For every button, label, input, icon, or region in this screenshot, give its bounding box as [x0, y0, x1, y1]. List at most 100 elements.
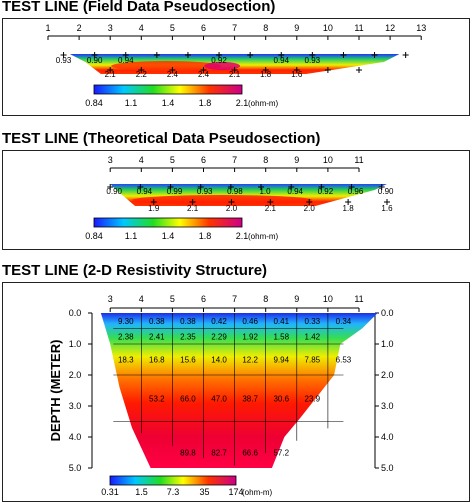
panel3-cell-value: 0.34 [336, 317, 352, 326]
panel2-value: 2.0 [226, 204, 238, 213]
panel1-value: 2.4 [198, 70, 210, 79]
panel1-value: 0.90 [87, 56, 103, 65]
panel3-cell-value: 18.3 [118, 356, 134, 365]
panel1-value: 0.93 [305, 56, 321, 65]
panel2-chart: 3 4 5 6 7 8 9 10 11 0.90 0.94 0.99 0.93 0.98 1.0 0.94 0.… [85, 155, 394, 241]
panel3-cell-value: 0.42 [211, 317, 227, 326]
panel1-value: 2.2 [136, 70, 148, 79]
panel3-cell-value: 0.41 [273, 317, 289, 326]
panel2-x-tick-label: 4 [139, 155, 144, 165]
panel3-cell-value: 14.0 [211, 356, 227, 365]
panel2-x-tick-label: 5 [170, 155, 175, 165]
panel3-y-tick-label-right: 2.0 [381, 370, 394, 380]
panel3-x-tick-label: 6 [201, 294, 206, 304]
panel3-x-tick-label: 8 [263, 294, 268, 304]
panel3-cell-value: 89.8 [180, 449, 196, 458]
panel3-y-tick-label: 2.0 [69, 370, 82, 380]
panel3-cell-value: 16.8 [149, 356, 165, 365]
panel1-value: 0.93 [56, 56, 72, 65]
panel2-value: 2.1 [265, 204, 277, 213]
panel3-cell-value: 82.7 [211, 449, 227, 458]
panel3-y-tick-label-right: 3.0 [381, 401, 394, 411]
panel3-cell-value: 9.94 [273, 356, 289, 365]
panel3-cell-value: 2.29 [211, 332, 227, 341]
panel1-colorbar-tick: 2.1 [236, 98, 249, 108]
panel1-x-tick-label: 11 [354, 23, 363, 33]
panel3-colorbar-tick: 1.5 [135, 487, 148, 497]
panel3-x-tick-label: 7 [232, 294, 237, 304]
panel2-value: 1.9 [148, 204, 160, 213]
panel1-high-zone [111, 61, 222, 71]
panel3-x-tick-label: 4 [139, 294, 144, 304]
panel1-x-tick-label: 2 [77, 23, 82, 33]
panel2-value: 0.98 [227, 187, 243, 196]
panel3-cell-value: 1.58 [273, 332, 289, 341]
panel1-colorbar [93, 84, 243, 95]
panel1-x-tick-label: 6 [201, 23, 206, 33]
panel1-colorbar-tick: 1.4 [162, 98, 175, 108]
panel2-value: 1.0 [259, 187, 271, 196]
panel2-value: 0.93 [197, 187, 213, 196]
panel3-x-tick-label: 3 [108, 294, 113, 304]
panel3-cell-value: 47.0 [211, 394, 227, 403]
panel3-cell-value: 2.38 [118, 332, 134, 341]
panel1-x-tick-label: 3 [108, 23, 113, 33]
panel3-cell-value: 9.30 [118, 317, 134, 326]
panel1-title: TEST LINE (Field Data Pseudosection) [2, 0, 276, 15]
panel2-colorbar-tick: 1.4 [162, 231, 175, 241]
panel3-colorbar [109, 475, 237, 486]
panel3-x-tick-label: 9 [294, 294, 299, 304]
panel3-y-tick-label: 5.0 [69, 463, 82, 473]
panel3-cell-value: 0.38 [180, 317, 196, 326]
panel2-value: 0.99 [167, 187, 183, 196]
panel1-x-tick-label: 7 [232, 23, 237, 33]
panel1-value: 0.94 [273, 56, 289, 65]
panel3-y-tick-label-right: 5.0 [381, 463, 394, 473]
panel2-value: 1.8 [343, 204, 355, 213]
panel1-value: 1.8 [260, 70, 272, 79]
panel3-colorbar-tick: 35 [199, 487, 209, 497]
panel3-cell-value: 15.6 [180, 356, 196, 365]
panel3-cell-value: 1.92 [242, 332, 258, 341]
panel3-colorbar-tick: 0.31 [101, 487, 119, 497]
panel2-colorbar-tick: 1.1 [125, 231, 138, 241]
panel3-cell-value: 66.0 [180, 394, 196, 403]
panel3-x-tick-label: 5 [170, 294, 175, 304]
panel3-y-tick-label-right: 4.0 [381, 432, 394, 442]
panel1-x-tick-label: 8 [263, 23, 268, 33]
panel2-title: TEST LINE (Theoretical Data Pseudosectio… [2, 130, 321, 147]
panel2-x-tick-label: 10 [323, 155, 333, 165]
panel1-value: 1.6 [291, 70, 303, 79]
panel2-high-zone [132, 195, 313, 205]
panel2-colorbar-tick: 2.1 [236, 231, 249, 241]
panel1-value: 0.92 [211, 56, 227, 65]
panel1-value: 2.1 [229, 70, 241, 79]
panel2-value: 2.0 [304, 204, 316, 213]
panel2-x-tick-label: 6 [201, 155, 206, 165]
panel3-y-tick-label: 0.0 [69, 308, 82, 318]
panel1-x-tick-label: 12 [385, 23, 395, 33]
panel2-x-tick-label: 11 [354, 155, 363, 165]
panel3-cell-value: 53.2 [149, 394, 165, 403]
panel2-value: 0.90 [106, 187, 122, 196]
panel2-value: 0.94 [137, 187, 153, 196]
panel2-colorbar-tick: 1.8 [199, 231, 212, 241]
panel1-peak-zone [204, 62, 241, 70]
panel1-x-tick-label: 5 [170, 23, 175, 33]
panel1-colorbar-unit: (ohm-m) [248, 99, 279, 108]
panel3-cell-value: 6.53 [336, 356, 352, 365]
panel1-x-tick-label: 10 [323, 23, 333, 33]
panel1-colorbar-tick: 1.1 [125, 98, 138, 108]
panel2-x-tick-label: 3 [108, 155, 113, 165]
panel3-y-tick-label-right: 1.0 [381, 339, 394, 349]
panel3-cell-value: 23.9 [305, 394, 321, 403]
panel3-y-axis-label: DEPTH (METER) [48, 340, 63, 442]
panel2-value: 0.96 [348, 187, 364, 196]
panel3-cell-value: 0.38 [149, 317, 165, 326]
panel3-title: TEST LINE (2-D Resistivity Structure) [2, 262, 268, 279]
panel2-value: 0.90 [378, 187, 394, 196]
panel2-x-tick-label: 8 [263, 155, 268, 165]
panel1-x-tick-label: 9 [294, 23, 299, 33]
panel1-value: 2.1 [105, 70, 117, 79]
panel1-colorbar-tick: 1.8 [199, 98, 212, 108]
